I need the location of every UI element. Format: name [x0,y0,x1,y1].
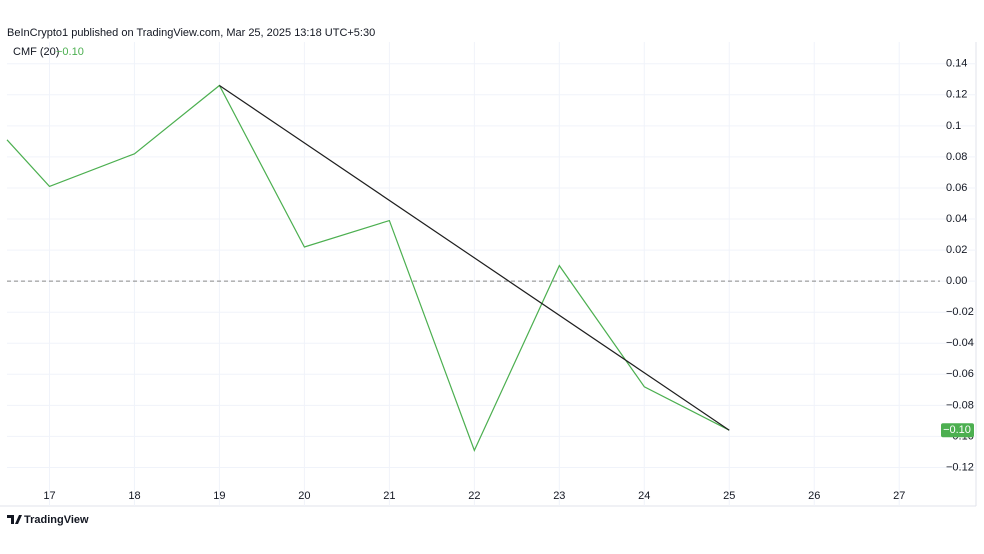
y-tick-label: −0.08 [946,399,974,411]
last-value-badge [941,423,974,438]
brand-logo [7,515,22,524]
x-tick-label: 26 [808,490,820,502]
last-value-label: −0.10 [943,424,971,436]
y-tick-label: 0.00 [946,275,967,287]
x-tick-label: 23 [553,490,565,502]
y-tick-label: −0.12 [946,461,974,473]
line [6,84,730,452]
y-tick-label: 0.06 [946,182,967,194]
y-tick-label: 0.1 [946,120,961,132]
legend-name: CMF (20) [13,46,59,58]
y-tick-label: −0.02 [946,306,974,318]
x-tick-label: 17 [43,490,55,502]
y-tick-label: 0.04 [946,213,967,225]
x-tick-label: 19 [213,490,225,502]
y-tick-label: 0.12 [946,89,967,101]
y-tick-label: 0.02 [946,244,967,256]
x-tick-label: 22 [468,490,480,502]
header: BeInCrypto1 published on TradingView.com… [7,27,375,39]
y-tick-label: −0.04 [946,337,974,349]
x-tick-label: 20 [298,490,310,502]
y-tick-label: 0.08 [946,151,967,163]
x-tick-label: 24 [638,490,650,502]
x-tick-label: 18 [128,490,140,502]
x-tick-label: 21 [383,490,395,502]
y-tick-label: −0.06 [946,368,974,380]
y-tick-label: 0.14 [946,58,967,70]
line [219,84,730,431]
legend-value: −0.10 [56,46,84,58]
brand: TradingView [24,514,89,526]
x-tick-label: 27 [893,490,905,502]
x-tick-label: 25 [723,490,735,502]
